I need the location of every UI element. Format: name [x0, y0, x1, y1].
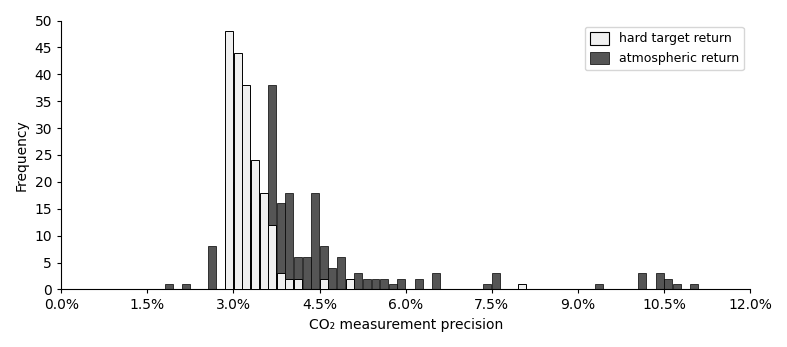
Y-axis label: Frequency: Frequency	[15, 119, 29, 191]
Bar	[182, 284, 190, 289]
Bar	[251, 160, 259, 289]
Bar	[303, 257, 311, 289]
Bar	[337, 257, 345, 289]
Bar	[656, 273, 663, 289]
Bar	[673, 284, 681, 289]
Bar	[328, 268, 336, 289]
Bar	[596, 284, 604, 289]
Bar	[277, 273, 285, 289]
Bar	[363, 279, 371, 289]
Bar	[225, 31, 233, 289]
Bar	[225, 182, 233, 289]
Bar	[268, 85, 276, 289]
Bar	[415, 279, 423, 289]
Bar	[260, 230, 268, 289]
X-axis label: CO₂ measurement precision: CO₂ measurement precision	[309, 318, 503, 332]
Bar	[268, 225, 276, 289]
Bar	[234, 53, 242, 289]
Bar	[345, 279, 353, 289]
Bar	[165, 284, 173, 289]
Bar	[320, 246, 328, 289]
Bar	[345, 284, 353, 289]
Bar	[208, 246, 216, 289]
Bar	[234, 101, 242, 289]
Legend: hard target return, atmospheric return: hard target return, atmospheric return	[585, 27, 744, 70]
Bar	[242, 203, 250, 289]
Bar	[286, 279, 294, 289]
Bar	[320, 279, 328, 289]
Bar	[397, 279, 405, 289]
Bar	[242, 85, 250, 289]
Bar	[690, 284, 698, 289]
Bar	[251, 214, 259, 289]
Bar	[294, 257, 302, 289]
Bar	[260, 193, 268, 289]
Bar	[380, 279, 388, 289]
Bar	[286, 193, 294, 289]
Bar	[492, 273, 500, 289]
Bar	[432, 273, 440, 289]
Bar	[664, 279, 672, 289]
Bar	[389, 284, 397, 289]
Bar	[518, 284, 526, 289]
Bar	[483, 284, 491, 289]
Bar	[354, 273, 362, 289]
Bar	[312, 193, 320, 289]
Bar	[294, 279, 302, 289]
Bar	[638, 273, 646, 289]
Bar	[371, 279, 379, 289]
Bar	[277, 203, 285, 289]
